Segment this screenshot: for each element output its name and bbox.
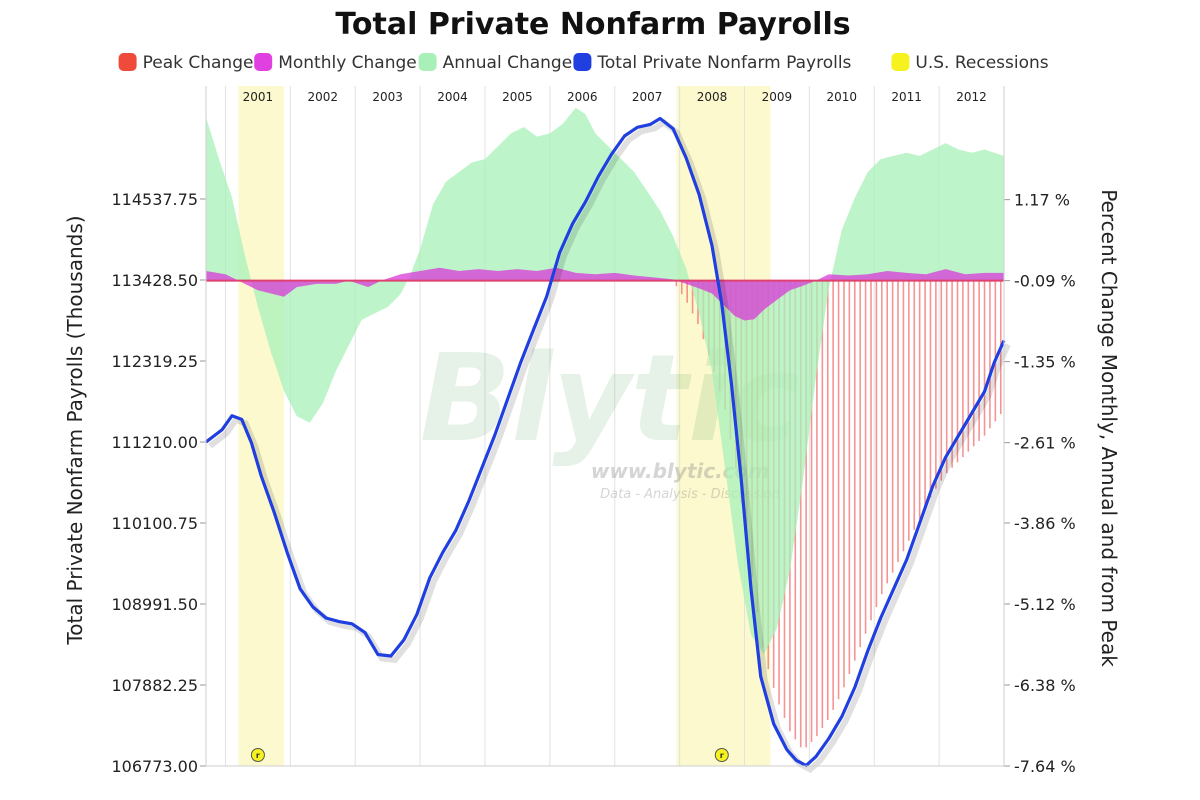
year-label: 2009 xyxy=(762,90,793,104)
left-tick-label: 113428.50 xyxy=(111,271,198,290)
legend-swatch xyxy=(254,53,273,71)
chart-legend: Peak Change Monthly Change Annual Change To… xyxy=(118,53,1049,73)
recession-marker-dot xyxy=(250,748,265,762)
legend-swatch xyxy=(418,53,437,71)
legend-label: Peak Change xyxy=(143,53,254,73)
legend-item: Monthly Change xyxy=(254,53,417,73)
chart-title: Total Private Nonfarm Payrolls xyxy=(335,7,850,42)
legend-label: Monthly Change xyxy=(278,53,417,73)
left-tick-label: 114537.75 xyxy=(111,190,198,209)
year-label: 2005 xyxy=(502,90,533,104)
left-tick-label: 111210.00 xyxy=(111,433,198,452)
legend-swatch xyxy=(891,53,910,71)
payrolls-line xyxy=(205,116,1006,768)
right-tick-label: -7.64 % xyxy=(1014,757,1076,776)
left-tick-label: 110100.75 xyxy=(111,514,198,533)
right-axis-title: Percent Change Monthly, Annual and from … xyxy=(1097,189,1121,667)
right-tick-label: -5.12 % xyxy=(1014,595,1076,614)
recession-marker-dot xyxy=(714,748,729,762)
left-tick-label: 107882.25 xyxy=(111,676,198,695)
recession-marker-label: r xyxy=(720,751,724,760)
legend-item: Total Private Nonfarm Payrolls xyxy=(573,53,852,73)
year-label: 2001 xyxy=(243,90,274,104)
legend-item: Annual Change xyxy=(418,53,573,73)
right-tick-label: -6.38 % xyxy=(1014,676,1076,695)
legend-label: U.S. Recessions xyxy=(915,53,1048,73)
year-label: 2008 xyxy=(697,90,728,104)
left-tick-label: 112319.25 xyxy=(111,352,198,371)
right-tick-label: -0.09 % xyxy=(1014,272,1076,291)
right-tick-label: -1.35 % xyxy=(1014,353,1076,372)
left-tick-label: 108991.50 xyxy=(111,595,198,614)
year-label: 2006 xyxy=(567,90,598,104)
legend-label: Total Private Nonfarm Payrolls xyxy=(596,53,851,73)
year-label: 2007 xyxy=(632,90,663,104)
recession-marker-label: r xyxy=(256,751,260,760)
legend-label: Annual Change xyxy=(443,53,573,73)
legend-item: U.S. Recessions xyxy=(891,53,1049,73)
payrolls-line-shadow xyxy=(208,118,1011,774)
year-label: 2004 xyxy=(437,90,468,104)
right-tick-label: -2.61 % xyxy=(1014,434,1076,453)
legend-swatch xyxy=(573,53,592,71)
year-label: 2003 xyxy=(372,90,403,104)
year-label: 2010 xyxy=(827,90,858,104)
legend-swatch xyxy=(118,53,137,71)
right-tick-label: 1.17 % xyxy=(1014,191,1070,210)
year-label: 2012 xyxy=(956,90,987,104)
left-axis-title: Total Private Nonfarm Payrolls (Thousand… xyxy=(63,215,87,645)
annual-change-area xyxy=(206,107,1004,655)
recession-marker: r xyxy=(250,748,265,762)
right-axis-ticks: -7.64 % -6.38 % -5.12 % -3.86 % -2.61 % -1.35… xyxy=(1004,191,1076,776)
recession-marker: r xyxy=(714,748,729,762)
left-tick-label: 106773.00 xyxy=(111,757,198,776)
right-tick-label: -3.86 % xyxy=(1014,514,1076,533)
left-axis-ticks: 106773.00 107882.25 108991.50 110100.75 1112… xyxy=(111,190,206,776)
year-label: 2002 xyxy=(308,90,339,104)
legend-item: Peak Change xyxy=(118,53,254,73)
year-labels: 2001 2002 2003 2004 2005 2006 2007 2008 2009 2010… xyxy=(243,90,987,104)
year-label: 2011 xyxy=(891,90,922,104)
